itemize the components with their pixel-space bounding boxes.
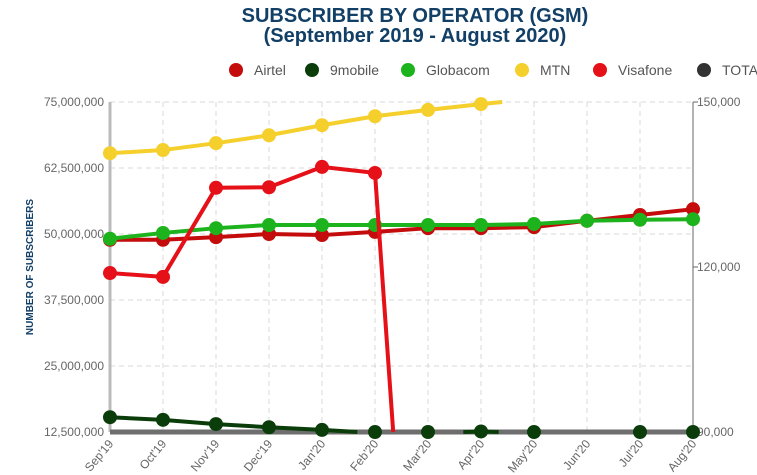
x-tick-label: Aug'20 bbox=[665, 437, 700, 475]
data-point-9mobile bbox=[633, 425, 647, 439]
y-tick-label: 62,500,000 bbox=[44, 161, 104, 175]
x-tick-label: Apr'20 bbox=[455, 437, 488, 473]
data-point-9mobile bbox=[686, 425, 700, 439]
data-point-visafone bbox=[209, 180, 223, 195]
legend-item-airtel[interactable]: Airtel bbox=[229, 62, 286, 78]
data-point-globacom bbox=[315, 218, 329, 233]
data-point-globacom bbox=[580, 213, 594, 228]
plot-area bbox=[103, 97, 700, 439]
y-tick-label: 12,500,000 bbox=[44, 425, 104, 439]
x-tick-label: Mar'20 bbox=[400, 437, 434, 474]
data-point-globacom bbox=[156, 225, 170, 240]
y-tick-label: 75,000,000 bbox=[44, 95, 104, 109]
data-point-mtn bbox=[209, 136, 223, 151]
y-tick-label: 50,000,000 bbox=[44, 227, 104, 241]
chart-title: SUBSCRIBER BY OPERATOR (GSM) bbox=[241, 5, 589, 27]
data-point-9mobile bbox=[156, 412, 170, 427]
data-point-visafone bbox=[368, 165, 382, 180]
data-point-globacom bbox=[633, 212, 647, 227]
legend-marker bbox=[515, 63, 529, 77]
legend-item-9mobile[interactable]: 9mobile bbox=[305, 62, 379, 78]
data-point-mtn bbox=[156, 143, 170, 158]
legend-label: Visafone bbox=[618, 62, 672, 78]
y-axis-title: NUMBER OF SUBSCRIBERS bbox=[25, 199, 36, 335]
data-point-9mobile bbox=[474, 424, 488, 439]
legend-marker bbox=[593, 63, 607, 77]
data-point-globacom bbox=[686, 212, 700, 227]
legend-item-mtn[interactable]: MTN bbox=[515, 62, 570, 78]
x-tick-label: Sep'19 bbox=[82, 437, 117, 475]
data-point-9mobile bbox=[262, 420, 276, 435]
data-point-airtel bbox=[686, 202, 700, 217]
y-tick-label: 25,000,000 bbox=[44, 359, 104, 373]
x-tick-label: Jul'20 bbox=[616, 437, 647, 470]
data-point-visafone bbox=[156, 269, 170, 284]
y2-tick-label: 120,000 bbox=[697, 260, 741, 274]
data-point-mtn bbox=[103, 146, 117, 161]
data-point-visafone bbox=[262, 180, 276, 195]
data-point-visafone bbox=[315, 159, 329, 174]
x-tick-label: Jan'20 bbox=[295, 437, 328, 473]
x-tick-label: May'20 bbox=[505, 437, 541, 475]
chart-subtitle: (September 2019 - August 2020) bbox=[263, 25, 567, 47]
data-point-globacom bbox=[262, 218, 276, 233]
data-point-mtn bbox=[315, 118, 329, 133]
y2-tick-label: 150,000 bbox=[697, 95, 741, 109]
legend-item-total[interactable]: TOTAL bbox=[697, 62, 757, 78]
x-tick-label: Dec'19 bbox=[241, 437, 276, 475]
series-line-globacom bbox=[109, 217, 694, 241]
x-tick-label: Feb'20 bbox=[347, 437, 381, 474]
data-point-mtn bbox=[262, 128, 276, 143]
y-tick-label: 37,500,000 bbox=[44, 293, 104, 307]
data-point-9mobile bbox=[103, 410, 117, 425]
series-line-visafone bbox=[109, 164, 396, 433]
data-point-9mobile bbox=[421, 425, 435, 439]
legend-label: 9mobile bbox=[330, 62, 379, 78]
data-point-globacom bbox=[474, 218, 488, 233]
legend-label: TOTAL bbox=[722, 62, 757, 78]
legend-marker bbox=[305, 63, 319, 77]
data-point-globacom bbox=[103, 231, 117, 246]
data-point-mtn bbox=[474, 97, 488, 112]
legend-item-globacom[interactable]: Globacom bbox=[401, 62, 490, 78]
data-point-globacom bbox=[527, 216, 541, 231]
series-line-mtn bbox=[109, 100, 503, 156]
data-point-9mobile bbox=[368, 425, 382, 439]
legend-marker bbox=[401, 63, 415, 77]
x-tick-label: Jun'20 bbox=[560, 437, 593, 473]
data-point-visafone bbox=[103, 266, 117, 281]
data-point-9mobile bbox=[315, 422, 329, 437]
data-point-9mobile bbox=[209, 417, 223, 432]
data-point-airtel bbox=[315, 228, 329, 243]
data-point-globacom bbox=[209, 221, 223, 236]
data-point-mtn bbox=[368, 109, 382, 124]
legend-marker bbox=[229, 63, 243, 77]
x-tick-label: Nov'19 bbox=[188, 437, 223, 475]
legend-item-visafone[interactable]: Visafone bbox=[593, 62, 672, 78]
y2-tick-label: 90,000 bbox=[697, 425, 734, 439]
x-tick-label: Oct'19 bbox=[137, 437, 170, 473]
legend-marker bbox=[697, 63, 711, 77]
legend-label: MTN bbox=[540, 62, 570, 78]
legend-label: Airtel bbox=[254, 62, 286, 78]
data-point-mtn bbox=[421, 102, 435, 117]
data-point-9mobile bbox=[527, 425, 541, 439]
legend-label: Globacom bbox=[426, 62, 490, 78]
data-point-globacom bbox=[421, 218, 435, 233]
